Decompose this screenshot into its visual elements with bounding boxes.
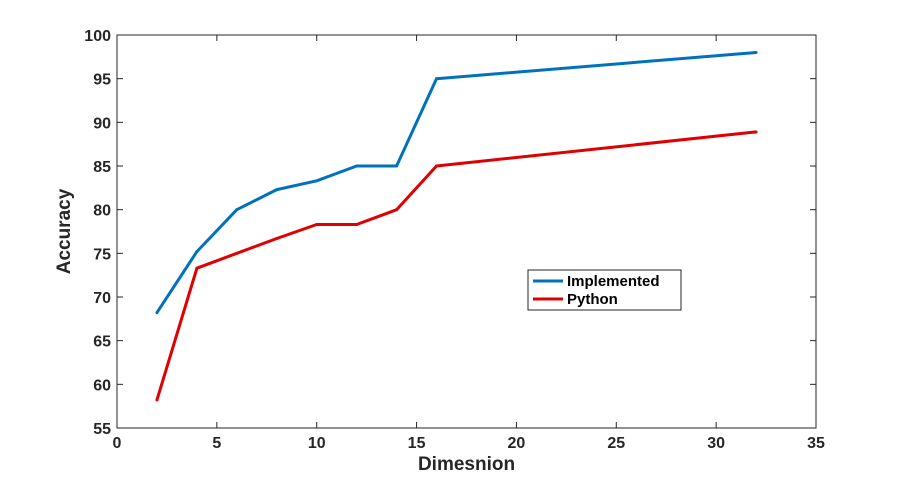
y-tick-label: 80 (93, 203, 111, 220)
legend-label-implemented: Implemented (567, 273, 660, 290)
x-tick-label: 35 (807, 435, 825, 452)
legend-box (527, 269, 682, 311)
y-tick-label: 95 (93, 72, 111, 89)
data-point-python (435, 164, 439, 168)
y-tick-label: 75 (93, 246, 111, 263)
data-point-implemented (155, 311, 159, 315)
y-tick-label: 90 (93, 115, 111, 132)
plot-frame (116, 34, 817, 429)
plot-area (116, 34, 817, 429)
x-tick-label: 5 (212, 435, 221, 452)
y-tick-label: 100 (84, 28, 111, 45)
x-tick-label: 15 (408, 435, 426, 452)
y-tick-label: 65 (93, 334, 111, 351)
x-tick-label: 30 (707, 435, 725, 452)
data-point-implemented (275, 188, 279, 192)
data-point-python (235, 251, 239, 255)
data-point-python (395, 208, 399, 212)
y-tick-label: 55 (93, 421, 111, 438)
data-point-implemented (235, 208, 239, 212)
x-tick-label: 10 (308, 435, 326, 452)
x-tick-label: 0 (113, 435, 122, 452)
data-point-implemented (355, 164, 359, 168)
data-point-implemented (395, 164, 399, 168)
x-axis-title: Dimesnion (418, 454, 515, 475)
y-axis-title: Accuracy (54, 188, 75, 274)
y-axis: 55 60 65 70 75 80 85 90 95 100 (84, 28, 816, 438)
data-point-implemented (195, 250, 199, 254)
data-point-python (195, 266, 199, 270)
x-axis: 0 5 10 15 20 25 30 35 (113, 35, 825, 452)
data-point-python (275, 236, 279, 240)
x-tick-label: 25 (607, 435, 625, 452)
data-point-python (754, 130, 758, 134)
legend-label-python: Python (567, 291, 618, 308)
y-tick-label: 85 (93, 159, 111, 176)
data-point-implemented (754, 50, 758, 54)
series-layer (155, 50, 758, 402)
data-point-implemented (315, 179, 319, 183)
y-tick-label: 70 (93, 290, 111, 307)
y-tick-label: 60 (93, 377, 111, 394)
data-point-implemented (435, 77, 439, 81)
data-point-python (315, 223, 319, 227)
data-point-python (155, 398, 159, 402)
data-point-python (355, 223, 359, 227)
x-tick-label: 20 (508, 435, 526, 452)
